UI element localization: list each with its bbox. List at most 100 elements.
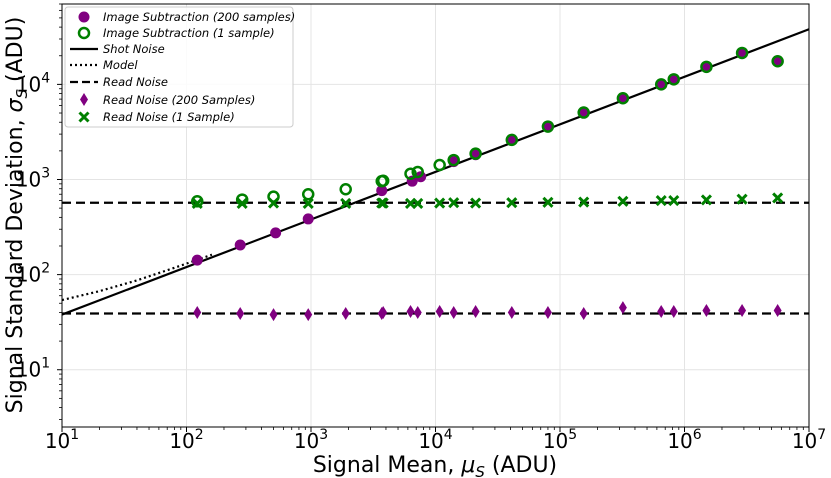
read-noise-1-sample-point [412, 197, 424, 210]
read-noise-200-samples-point [449, 305, 458, 319]
read-noise-1-sample-point [700, 194, 712, 206]
y-tick-label: 101 [16, 356, 50, 382]
read-noise-1-sample-point [506, 197, 518, 209]
legend-label: Model [103, 58, 138, 72]
image-subtraction-200-samples-point [617, 92, 629, 104]
x-axis-label-subscript: S [475, 463, 485, 478]
legend-marker-circle-open [77, 26, 91, 40]
image-subtraction-200-samples-point [234, 239, 246, 251]
read-noise-1-sample-point [302, 197, 314, 210]
plot-area [62, 28, 809, 322]
read-noise-1-sample-point [542, 196, 554, 208]
legend-entry-image-subtraction-200: Image Subtraction (200 samples) [78, 10, 295, 24]
image-subtraction-1-sample-point [654, 78, 668, 91]
read-noise-200-samples-point [406, 304, 415, 318]
y-axis-label-unit: (ADU) [3, 17, 28, 89]
read-noise-200-samples-point [304, 308, 313, 322]
legend-label: Read Noise (200 Samples) [103, 93, 255, 107]
read-noise-200-samples-point [413, 305, 422, 319]
image-subtraction-1-sample-point [447, 153, 460, 167]
read-noise-1-sample-point [340, 197, 352, 210]
legend-entry-read-noise: Read Noise [70, 75, 168, 89]
image-subtraction-1-sample-point [433, 158, 446, 172]
y-tick-label: 104 [16, 70, 50, 96]
legend-entry-shot-noise: Shot Noise [70, 42, 165, 56]
legend-label: Read Noise [103, 75, 168, 89]
legend-label: Read Noise (1 Sample) [103, 110, 235, 124]
read-noise-200-samples-point [507, 305, 516, 319]
x-tick-label: 102 [169, 427, 203, 453]
image-subtraction-200-samples-point [302, 213, 314, 225]
y-axis-label-symbol: σ [3, 97, 28, 112]
read-noise-1-sample-point [236, 197, 248, 210]
axis-ticks: 101 102 103 104 105 106 107 101 102 103 104 [16, 3, 826, 453]
read-noise-1-sample-point [578, 196, 590, 208]
read-noise-1-sample-point [655, 195, 667, 207]
image-subtraction-200-samples-point [668, 73, 680, 85]
shot-noise-line [62, 28, 809, 316]
y-axis-label-subscript: S [13, 88, 31, 98]
image-subtraction-1-sample-point [191, 195, 204, 208]
read-noise-200-samples-point [236, 307, 245, 321]
read-noise-1-sample-point [470, 197, 482, 209]
legend-marker-thin-diamond [80, 93, 88, 106]
image-subtraction-200-samples-point [736, 47, 748, 59]
read-noise-1-sample-point [668, 195, 680, 207]
read-noise-200-samples-point [269, 308, 278, 322]
read-noise-200-samples-point [341, 307, 350, 321]
read-noise-200-samples-point [702, 303, 711, 317]
read-noise-200-samples-point [669, 304, 678, 318]
legend-box [64, 6, 294, 128]
image-subtraction-1-sample-point [301, 187, 315, 201]
x-tick-label: 107 [792, 427, 826, 453]
read-noise-200-samples-point [543, 305, 552, 319]
image-subtraction-200-samples-point [700, 61, 712, 73]
read-noise-1-sample-point [772, 192, 784, 204]
legend-marker-x [78, 111, 90, 123]
read-noise-200-samples-point [657, 304, 666, 318]
image-subtraction-1-sample-point [541, 120, 555, 133]
y-tick-label: 102 [16, 261, 50, 287]
x-tick-label: 103 [294, 427, 328, 453]
read-noise-1-sample-point [377, 197, 389, 209]
image-subtraction-1-sample-point [735, 46, 749, 60]
image-subtraction-200-samples-point [772, 55, 784, 67]
x-tick-label: 106 [667, 427, 701, 453]
read-noise-1-sample-point [617, 195, 629, 207]
x-tick-label: 105 [543, 427, 577, 453]
image-subtraction-1-sample-point [577, 106, 590, 119]
x-tick-label: 104 [418, 427, 452, 453]
y-tick-label: 103 [16, 166, 50, 192]
legend-label: Image Subtraction (1 sample) [103, 26, 275, 40]
read-noise-200-samples-point [193, 305, 202, 319]
legend-marker-circle-filled [78, 11, 90, 23]
image-subtraction-200-samples-point [655, 78, 667, 90]
read-noise-1-sample-point [736, 193, 748, 205]
x-tick-label: 101 [45, 427, 79, 453]
read-noise-200-samples-point [435, 304, 444, 318]
legend-label: Image Subtraction (200 samples) [103, 10, 295, 24]
legend-entry-read-noise-1: Read Noise (1 Sample) [78, 110, 235, 124]
y-axis-label: Signal Standard Deviation, σS (ADU) [3, 17, 31, 414]
read-noise-200-samples-point [618, 301, 627, 315]
read-noise-1-sample-point [448, 197, 460, 209]
image-subtraction-1-sample-point [339, 182, 352, 196]
read-noise-200-samples-point [579, 307, 588, 321]
image-subtraction-1-sample-point [700, 60, 713, 74]
x-axis-label-text: Signal Mean, [313, 453, 462, 478]
legend-entry-image-subtraction-1: Image Subtraction (1 sample) [77, 26, 275, 40]
image-subtraction-1-sample-point [771, 55, 784, 68]
read-noise-1-sample-point [434, 197, 446, 209]
read-noise-200-samples-point [738, 303, 747, 317]
image-subtraction-1-sample-point [469, 147, 482, 160]
image-subtraction-200-samples-point [376, 185, 388, 197]
x-axis-label-symbol: μ [460, 453, 475, 478]
legend-entry-read-noise-200: Read Noise (200 Samples) [80, 93, 255, 107]
image-subtraction-200-samples-point [191, 254, 203, 266]
read-noise-200-samples-point [471, 304, 480, 318]
y-axis-label-text: Signal Standard Deviation, [3, 112, 28, 413]
image-subtraction-1-sample-point [667, 73, 681, 86]
read-noise-200-samples-point [379, 305, 388, 319]
image-subtraction-1-sample-point [411, 165, 424, 179]
